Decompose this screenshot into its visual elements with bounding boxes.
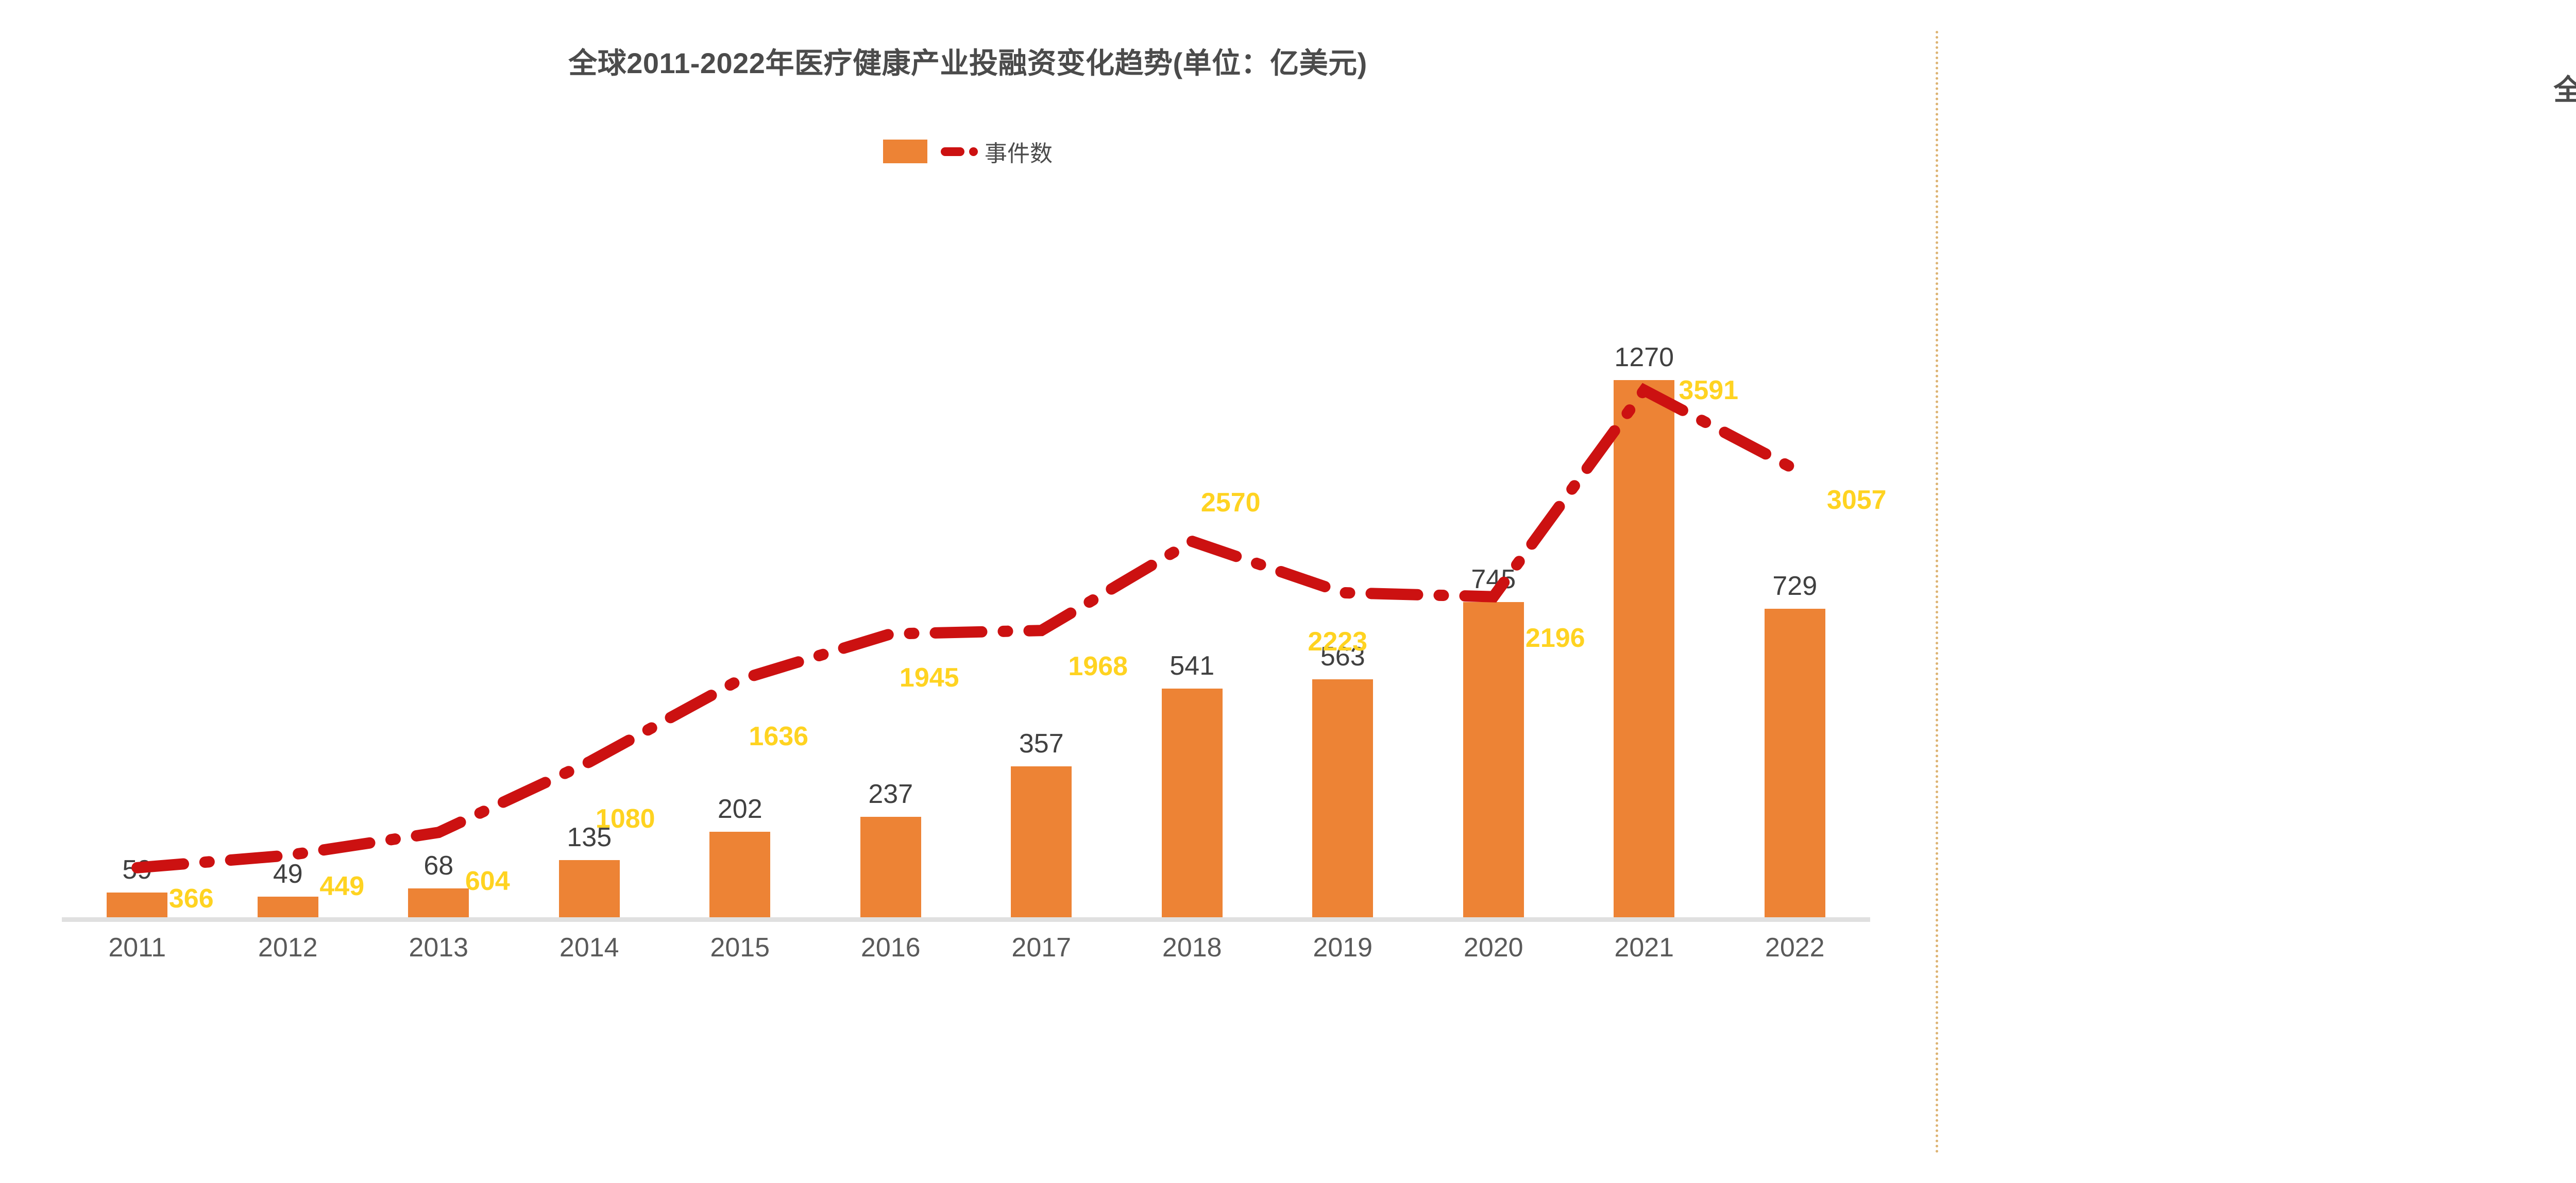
left-bar-group: 59 49 68 135 202 237 357 541 563 745 1270 729 [62,325,1870,917]
left-chart-legend: 事件数 [0,135,1936,168]
bar-slot: 563 [1267,325,1418,917]
bar-value-label: 745 [1471,564,1516,595]
bar-value-label: 59 [122,854,152,885]
bar-value-label: 68 [423,851,454,881]
bar-slot: 1270 [1569,325,1720,917]
category-label: 2015 [710,933,770,963]
bar[interactable]: 202 [709,794,771,917]
dash-dot-line-icon [941,147,978,156]
bar[interactable]: 541 [1161,651,1223,917]
bar[interactable]: 563 [1312,642,1374,917]
bar-slot: 357 [966,325,1117,917]
bar[interactable]: 729 [1764,571,1825,917]
legend-item-amount[interactable] [883,140,927,163]
category-label: 2021 [1614,933,1674,963]
legend-item-events[interactable]: 事件数 [941,135,1053,168]
bar-value-label: 541 [1170,650,1215,681]
bar-slot: 729 [1720,325,1871,917]
right-chart-panel: 全球2011-2022年各季度融资总额及事件数（单位：亿美元） Q1 Q2 Q3… [1938,0,2576,1183]
left-plot-area: 59 49 68 135 202 237 357 541 563 745 1270 729 366 44… [62,206,1887,1076]
bar-slot: 135 [514,325,665,917]
left-baseline [62,917,1870,922]
bar[interactable]: 357 [1011,729,1072,917]
bar-value-label: 202 [717,794,762,825]
bar-slot: 541 [1117,325,1268,917]
category-label: 2012 [258,933,318,963]
bar-value-label: 237 [868,779,913,810]
bar-value-label: 135 [567,822,612,853]
right-chart-legend: Q1 Q2 Q3 Q4 事件数 [1938,145,2576,178]
bar-value-label: 729 [1772,571,1818,602]
bar-value-label: 563 [1320,641,1365,672]
panel-divider [1936,31,1938,1154]
bar[interactable]: 135 [558,822,620,917]
bar-slot: 237 [816,325,967,917]
bar-slot: 49 [213,325,364,917]
category-label: 2016 [860,933,921,963]
category-label: 2022 [1765,933,1825,963]
legend-swatch-amount [883,140,927,163]
bar-value-label: 1270 [1614,342,1674,372]
left-chart-title: 全球2011-2022年医疗健康产业投融资变化趋势(单位：亿美元) [568,47,1367,79]
left-category-axis: 2011 2012 2013 2014 2015 2016 2017 2018 2019 2020… [62,932,1870,999]
category-label: 2011 [108,933,166,963]
bar[interactable]: 745 [1463,564,1524,917]
category-label: 2019 [1313,933,1373,963]
legend-label-events: 事件数 [985,141,1053,166]
bar[interactable]: 49 [257,859,318,917]
category-label: 2018 [1162,933,1222,963]
bar[interactable]: 68 [408,851,469,917]
bar-slot: 68 [363,325,514,917]
bar-slot: 202 [665,325,816,917]
bar-slot: 745 [1418,325,1569,917]
bar-value-label: 357 [1019,728,1064,759]
bar-value-label: 49 [273,859,303,889]
bar[interactable]: 59 [107,855,168,917]
bar-slot: 59 [62,325,213,917]
left-chart-panel: 全球2011-2022年医疗健康产业投融资变化趋势(单位：亿美元) 事件数 59… [0,47,1936,1076]
bar[interactable]: 1270 [1614,342,1675,917]
category-label: 2014 [559,933,619,963]
category-label: 2020 [1463,933,1523,963]
right-chart-title: 全球2011-2022年各季度融资总额及事件数（单位：亿美元） [2553,74,2576,106]
bar[interactable]: 237 [860,779,921,917]
category-label: 2013 [409,933,469,963]
category-label: 2017 [1011,933,1072,963]
